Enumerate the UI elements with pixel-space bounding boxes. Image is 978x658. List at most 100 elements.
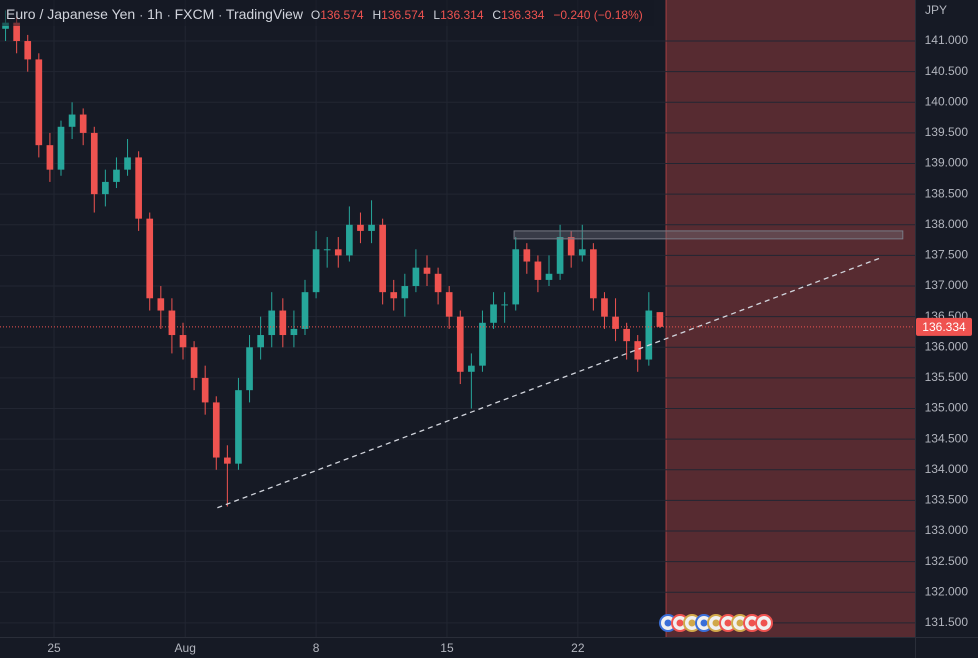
candle-body [90,132,98,195]
candle-body [523,249,531,262]
candle-body [212,402,220,458]
event-icon-dot [700,619,708,627]
y-tick-label: 132.500 [925,554,969,568]
candle-body [279,310,287,336]
candle-body [201,377,209,403]
y-tick-label: 138.500 [925,186,969,200]
candle-body [412,267,420,287]
event-icon-dot [664,619,672,627]
candle-body [113,169,120,182]
y-tick-label: 132.000 [925,584,969,598]
candle-body [534,261,542,280]
x-tick-label: 8 [313,641,320,655]
candle-body [512,249,520,305]
candle-body [290,328,298,336]
x-tick-label: 25 [47,641,61,655]
x-tick-label: 15 [440,641,454,655]
candle-body [645,310,653,360]
candle-body [623,328,630,342]
candle-body [601,298,608,317]
x-tick-label: 22 [571,641,585,655]
candle-body [390,292,398,299]
candle-body [135,157,142,219]
open-key: O [310,8,321,22]
y-tick-label: 140.500 [925,64,969,78]
candle-body [257,335,264,348]
event-icon-dot [748,619,756,627]
candle-body [323,249,331,251]
candle-body [445,292,453,317]
candle-body [57,126,65,170]
candle-body [590,249,597,299]
candle-body [346,224,353,256]
y-tick-label: 135.500 [925,370,969,384]
candle-body [567,237,575,256]
low-key: L [433,8,441,22]
y-tick-label: 140.000 [925,94,969,108]
candle-body [479,322,486,366]
platform: TradingView [225,6,303,22]
candle-body [468,365,475,372]
candle-body [79,114,87,133]
symbol[interactable]: Euro / Japanese Yen [6,6,136,22]
candle-body [301,292,309,329]
candle-body [656,312,664,327]
y-tick-label: 134.000 [925,462,969,476]
y-tick-label: 131.500 [925,615,969,629]
y-tick-label: 133.500 [925,493,969,507]
candle-body [578,249,586,256]
low-value: 136.314 [440,8,484,22]
candle-body [157,298,165,311]
y-tick-label: 135.000 [925,401,969,415]
candle-body [456,316,464,372]
trend-line [217,257,881,509]
candle-body [357,224,364,231]
candle-body [102,181,109,195]
high-value: 136.574 [381,8,425,22]
event-icon-dot [760,619,768,627]
candle-body [68,114,76,127]
candle-body [146,218,154,299]
y-tick-label: 139.000 [925,156,969,170]
candle-body [190,347,198,378]
event-icon-dot [712,619,720,627]
interval[interactable]: 1h [147,6,163,22]
candle-body [268,310,276,336]
candle-body [168,310,176,336]
y-tick-label: 138.000 [925,217,969,231]
candle-body [224,457,231,464]
candle-body [179,335,187,348]
y-tick-label: 139.500 [925,125,969,139]
candle-body [368,224,375,231]
candle-body [556,237,564,274]
event-icon-dot [688,619,696,627]
last-price-badge [916,317,972,336]
y-tick-label: 137.500 [925,248,969,262]
x-tick-label: Aug [175,641,196,655]
y-tick-label: 136.000 [925,339,969,353]
change: −0.240 (−0.18%) [553,8,643,22]
candle-body [334,249,342,256]
candle-body [612,316,619,329]
event-icon-dot [736,619,744,627]
candle-body [501,304,508,306]
currency-label: JPY [925,3,947,17]
candle-body [490,304,497,323]
y-tick-label: 141.000 [925,33,969,47]
close-value: 136.334 [501,8,545,22]
source: FXCM [174,6,215,22]
candle-body [634,341,642,360]
candle-body [312,249,320,293]
event-icon-dot [724,619,732,627]
candle-body [124,157,131,170]
close-key: C [492,8,502,22]
candle-body [46,145,54,170]
y-tick-label: 134.500 [925,431,969,445]
candle-body [13,22,20,42]
candle-body [379,224,386,293]
y-tick-label: 137.000 [925,278,969,292]
candle-body [423,267,431,274]
y-tick-label: 133.000 [925,523,969,537]
